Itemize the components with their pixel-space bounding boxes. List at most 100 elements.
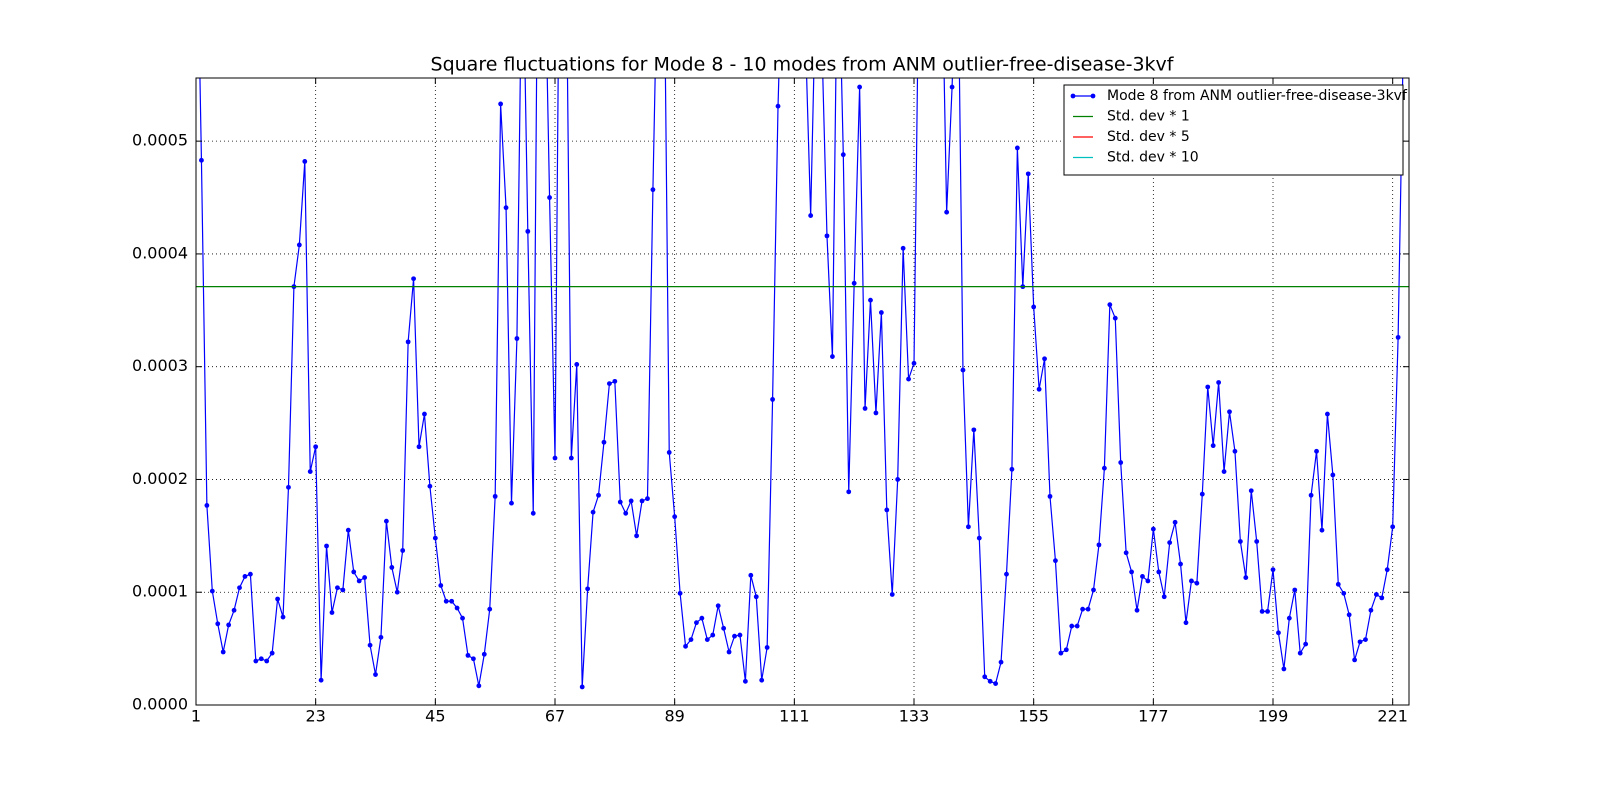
point <box>378 634 384 640</box>
point <box>1189 578 1194 584</box>
point <box>340 587 346 593</box>
point <box>1091 587 1096 593</box>
point <box>1390 524 1396 530</box>
y-tick-label: 0.0003 <box>132 356 188 375</box>
point <box>471 656 476 662</box>
point <box>1330 472 1336 478</box>
point <box>405 339 411 345</box>
point <box>1286 615 1292 621</box>
point <box>982 674 988 680</box>
legend-marker <box>1090 93 1096 99</box>
point <box>775 103 781 109</box>
point <box>438 583 444 588</box>
chart-title: Square fluctuations for Mode 8 - 10 mode… <box>431 54 1175 76</box>
point <box>715 603 721 609</box>
point <box>1270 567 1276 573</box>
point <box>601 439 607 445</box>
point <box>906 376 911 382</box>
point <box>1357 639 1363 645</box>
axes: 0.0000 0.0001 0.0002 0.0003 0.0004 0.0005 1 23 4… <box>132 78 1409 726</box>
point <box>976 535 982 541</box>
point <box>683 643 688 649</box>
point <box>851 280 857 286</box>
point <box>1150 526 1156 532</box>
point <box>634 533 639 539</box>
point <box>1047 493 1053 499</box>
point <box>998 659 1004 665</box>
point <box>742 678 748 684</box>
point <box>1134 607 1140 613</box>
point <box>1161 594 1167 600</box>
point <box>1221 469 1227 474</box>
point <box>1292 587 1298 593</box>
point <box>460 615 465 621</box>
point <box>264 658 270 664</box>
point <box>694 620 699 626</box>
legend: Mode 8 from ANM outlier-free-disease-3kv… <box>1063 84 1408 176</box>
x-tick-label: 89 <box>664 707 684 726</box>
x-tick-label: 155 <box>1018 707 1049 726</box>
legend-label: Std. dev * 1 <box>1107 109 1190 125</box>
point <box>492 493 498 499</box>
point <box>324 543 329 549</box>
point <box>911 360 917 366</box>
point <box>547 195 552 200</box>
point <box>1118 460 1124 465</box>
point <box>335 585 340 591</box>
point <box>1183 620 1189 626</box>
point <box>1085 606 1091 612</box>
point <box>1205 384 1211 390</box>
point <box>487 606 493 612</box>
point <box>1297 650 1303 656</box>
point <box>699 615 705 621</box>
point <box>454 605 460 611</box>
y-tick-label: 0.0000 <box>132 695 188 714</box>
point <box>868 297 873 303</box>
point <box>737 632 743 638</box>
x-tick-label: 133 <box>899 707 930 726</box>
x-tick-label: 111 <box>779 707 810 726</box>
point <box>1145 578 1151 584</box>
point <box>329 610 335 615</box>
point <box>509 500 514 506</box>
point <box>830 354 835 359</box>
point <box>1276 630 1281 636</box>
point <box>949 84 955 90</box>
point <box>237 585 242 591</box>
point <box>1346 612 1352 618</box>
point <box>824 233 830 239</box>
legend-box <box>1063 84 1404 176</box>
point <box>525 228 531 234</box>
point <box>1368 607 1374 613</box>
point <box>1341 590 1347 596</box>
point <box>596 492 601 498</box>
point <box>465 652 471 658</box>
point <box>862 406 868 411</box>
point <box>530 510 536 516</box>
point <box>275 596 280 602</box>
point <box>900 245 906 251</box>
point <box>645 496 650 502</box>
y-tick-label: 0.0004 <box>132 243 188 262</box>
point <box>1319 527 1325 533</box>
point <box>1384 567 1390 573</box>
point <box>1036 386 1042 392</box>
point <box>443 598 449 604</box>
point <box>1042 356 1047 362</box>
point <box>568 455 574 461</box>
point <box>247 571 253 577</box>
point <box>1004 571 1009 577</box>
point <box>318 677 324 683</box>
point <box>688 637 694 642</box>
point <box>993 681 999 686</box>
point <box>1112 315 1118 321</box>
point <box>1107 302 1113 308</box>
y-tick-label: 0.0002 <box>132 469 188 488</box>
point <box>226 622 232 628</box>
point <box>617 499 623 505</box>
point <box>884 507 890 513</box>
point <box>1325 411 1330 417</box>
point <box>411 276 416 282</box>
legend-label: Std. dev * 10 <box>1107 150 1199 166</box>
point <box>481 651 487 657</box>
